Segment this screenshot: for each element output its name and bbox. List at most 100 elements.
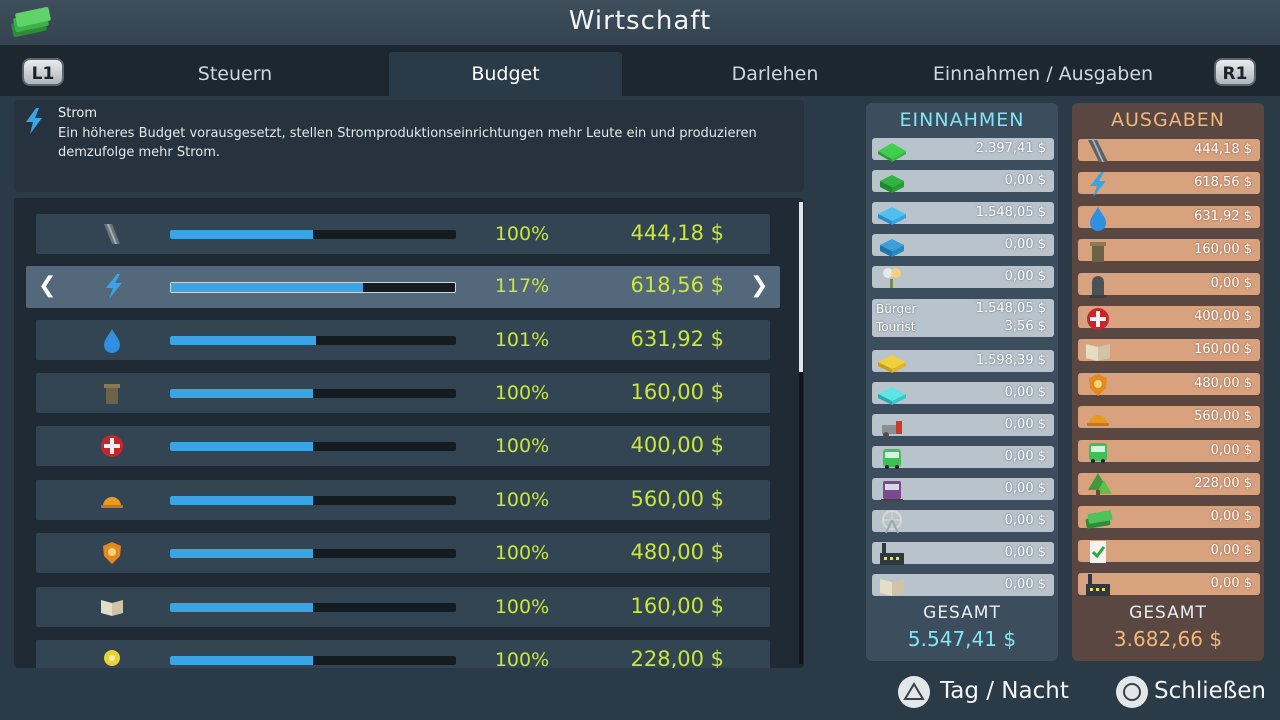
income-item-value: 2.397,41 $	[975, 141, 1046, 156]
income-item: 0,00 $	[872, 446, 1054, 469]
r1-shoulder-button[interactable]: R1	[1214, 58, 1256, 86]
expense-item-value: 0,00 $	[1210, 509, 1252, 525]
expense-item: 618,56 $	[1078, 172, 1260, 198]
budget-amount: 400,00 $	[630, 433, 724, 457]
expense-item: 400,00 $	[1078, 306, 1260, 330]
budget-row-education[interactable]: 100% 160,00 $	[36, 587, 770, 627]
expense-panel: AUSGABEN 444,18 $ 618,56 $ 631,92 $ 160,00 …	[1072, 103, 1264, 661]
page-title: Wirtschaft	[568, 6, 712, 36]
income-item: 1.598,39 $	[872, 350, 1054, 373]
expense-heading: AUSGABEN	[1111, 109, 1225, 131]
expense-item: 480,00 $	[1078, 372, 1260, 396]
budget-amount: 631,92 $	[630, 327, 724, 351]
day-night-button[interactable]: Tag / Nacht	[898, 674, 1069, 708]
police-badge-icon	[1089, 373, 1107, 396]
expense-item: 444,18 $	[1078, 139, 1260, 162]
close-label: Schließen	[1154, 678, 1266, 704]
income-item: 2.397,41 $	[872, 138, 1054, 162]
expense-item-value: 160,00 $	[1194, 242, 1252, 258]
income-item-value: 0,00 $	[1004, 385, 1046, 400]
income-heading: EINNAHMEN	[899, 109, 1025, 131]
factory-icon	[1086, 574, 1110, 597]
road-icon	[1088, 140, 1108, 162]
education-book-icon	[1086, 344, 1110, 362]
budget-slider-fill	[170, 336, 316, 345]
budget-slider[interactable]	[170, 603, 456, 612]
electricity-bolt-icon	[1090, 172, 1106, 198]
budget-row-healthcare[interactable]: 100% 400,00 $	[36, 426, 770, 466]
expense-item-value: 480,00 $	[1194, 375, 1252, 391]
budget-amount: 480,00 $	[630, 540, 724, 564]
bus-icon	[883, 449, 901, 469]
triangle-button-icon	[898, 675, 930, 708]
residential-high-icon	[880, 175, 904, 193]
commercial-low-icon	[878, 207, 906, 225]
budget-row-garbage[interactable]: 100% 160,00 $	[36, 373, 770, 413]
income-item-value: 0,00 $	[1004, 577, 1046, 592]
metro-icon	[881, 481, 903, 501]
budget-percent: 100%	[494, 382, 550, 404]
budget-row-electricity[interactable]: ❮ 117% 618,56 $ ❯	[26, 266, 780, 308]
expense-item: 0,00 $	[1078, 506, 1260, 530]
water-drop-icon	[104, 329, 120, 353]
l1-shoulder-button[interactable]: L1	[22, 58, 64, 86]
budget-list[interactable]: 100% 444,18 $ ❮ 117% 618,56 $ ❯ 101% 631…	[14, 198, 804, 668]
income-total-label: GESAMT	[923, 603, 1001, 623]
budget-amount: 560,00 $	[630, 487, 724, 511]
income-item-value: 0,00 $	[1004, 237, 1046, 252]
budget-amount: 160,00 $	[630, 380, 724, 404]
service-info-panel: Strom Ein höheres Budget vorausgesetzt, …	[14, 100, 804, 192]
circle-button-icon	[1116, 675, 1148, 708]
budget-percent: 100%	[494, 649, 550, 668]
budget-row-parks[interactable]: 100% 228,00 $	[36, 640, 770, 668]
budget-slider-fill	[170, 389, 313, 398]
tab-darlehen[interactable]: Darlehen	[731, 63, 819, 85]
healthcare-icon	[101, 435, 123, 457]
income-item-value: 1.548,05 $	[975, 205, 1046, 220]
budget-slider[interactable]	[170, 336, 456, 345]
scrollbar-track[interactable]	[799, 202, 803, 664]
budget-slider[interactable]	[170, 282, 456, 293]
budget-row-police[interactable]: 100% 480,00 $	[36, 533, 770, 573]
tab-steuern[interactable]: Steuern	[197, 63, 273, 85]
budget-slider[interactable]	[170, 389, 456, 398]
budget-slider-fill	[170, 656, 313, 665]
expense-item-value: 0,00 $	[1210, 576, 1252, 592]
garbage-bin-icon	[1090, 242, 1106, 263]
tourist-label: Tourist	[876, 320, 916, 334]
garbage-bin-icon	[104, 384, 120, 404]
budget-slider[interactable]	[170, 496, 456, 505]
road-icon	[104, 224, 120, 244]
close-button[interactable]: Schließen	[1116, 674, 1266, 708]
income-item-value: 0,00 $	[1004, 545, 1046, 560]
tombstone-icon	[1089, 275, 1107, 298]
budget-percent: 117%	[494, 275, 550, 297]
budget-slider[interactable]	[170, 656, 456, 665]
income-item: 0,00 $	[872, 414, 1054, 438]
budget-row-roads[interactable]: 100% 444,18 $	[36, 214, 770, 254]
expense-item-value: 228,00 $	[1194, 476, 1252, 491]
budget-row-fire[interactable]: 100% 560,00 $	[36, 480, 770, 520]
budget-slider[interactable]	[170, 549, 456, 558]
income-total-value: 5.547,41 $	[907, 627, 1017, 651]
office-icon	[878, 387, 906, 405]
chevron-right-icon[interactable]: ❯	[750, 273, 769, 298]
money-stack-icon	[11, 6, 51, 38]
budget-slider[interactable]	[170, 230, 456, 239]
budget-slider[interactable]	[170, 442, 456, 451]
leisure-tourism-icon	[883, 268, 901, 288]
budget-slider-fill	[170, 230, 313, 239]
budget-slider-fill	[170, 496, 313, 505]
industrial-icon	[878, 355, 906, 373]
budget-slider-fill	[170, 442, 313, 451]
expense-item-value: 0,00 $	[1210, 542, 1252, 558]
expense-item: 0,00 $	[1078, 539, 1260, 563]
tab-budget[interactable]: Budget	[389, 52, 622, 96]
budget-row-water[interactable]: 101% 631,92 $	[36, 320, 770, 360]
fire-helmet-icon	[101, 497, 123, 508]
tab-einnahmen-ausgaben[interactable]: Einnahmen / Ausgaben	[932, 63, 1154, 85]
scrollbar-thumb[interactable]	[799, 202, 803, 372]
service-name: Strom	[58, 106, 98, 121]
chevron-left-icon[interactable]: ❮	[38, 273, 57, 298]
electricity-bolt-icon	[106, 274, 122, 299]
